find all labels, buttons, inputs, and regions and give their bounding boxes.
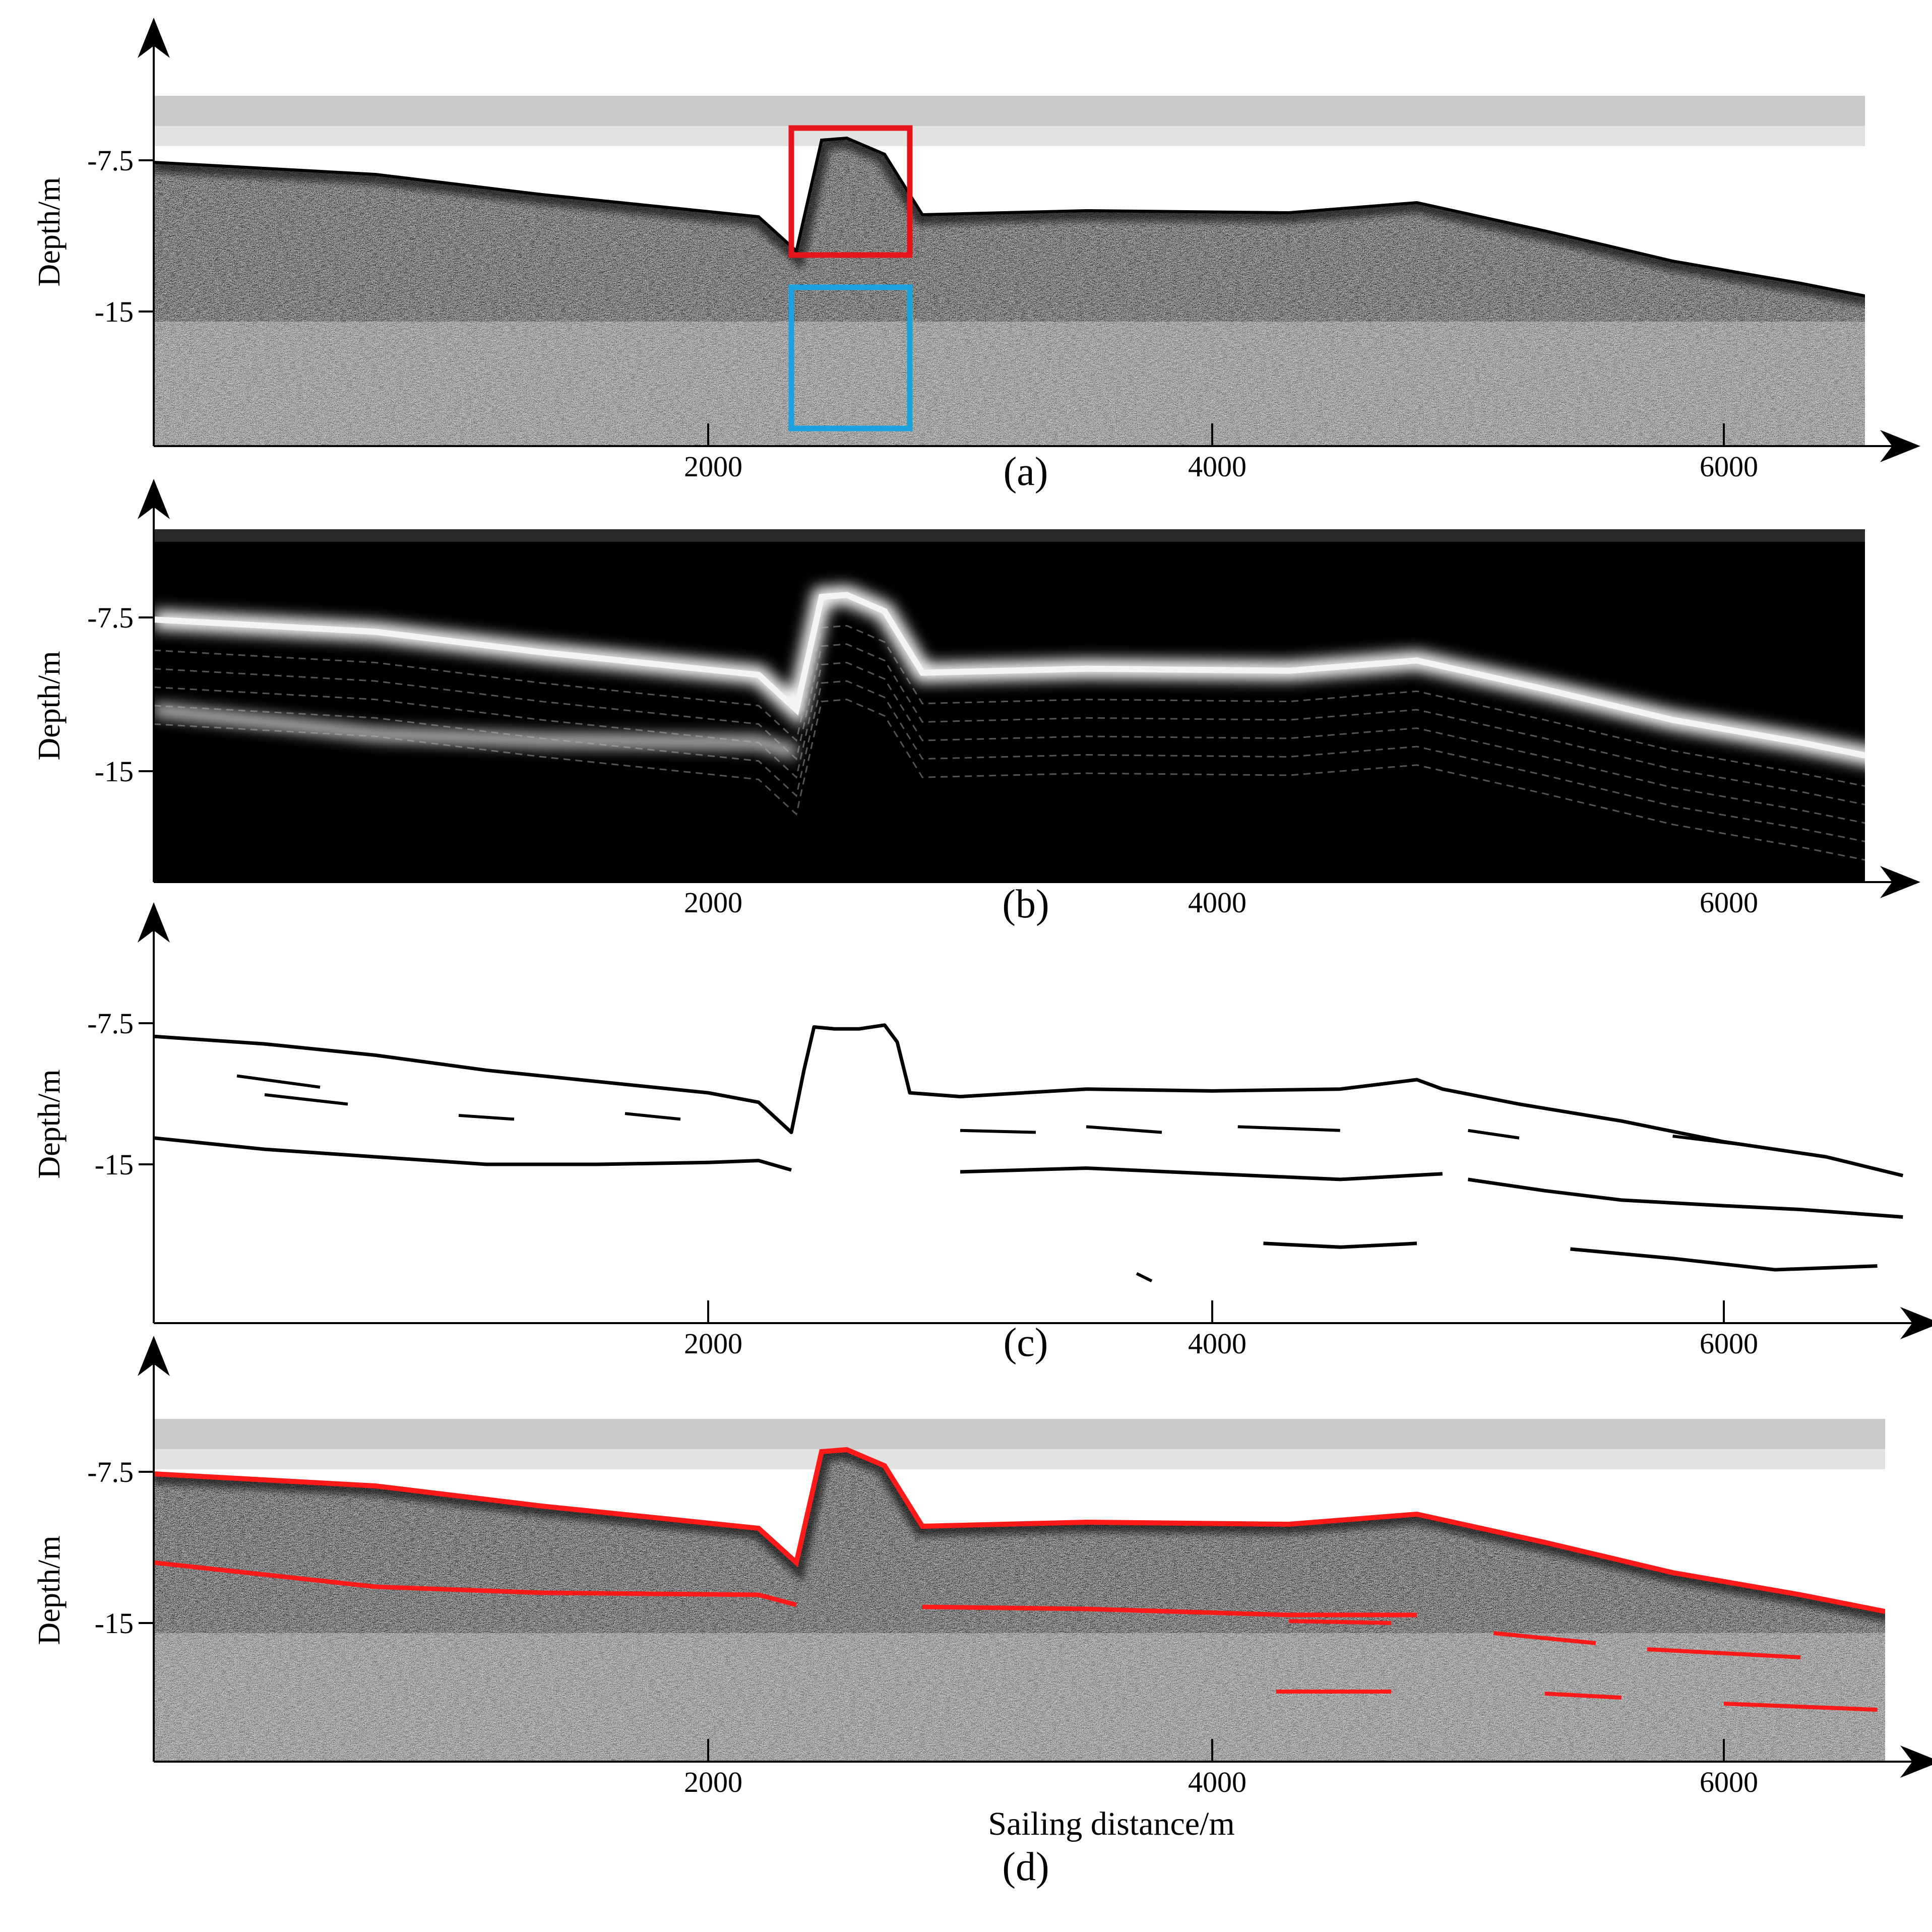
sonar-image [154,96,1865,446]
seabed-line [154,136,1865,298]
x-tick-label: 2000 [684,886,742,919]
annotation-box [788,125,913,258]
horizon-line [1263,1241,1417,1249]
y-axis-label: Depth/m [32,651,67,761]
panel-label: (d) [1002,1845,1049,1889]
x-axis-label: Sailing distance/m [988,1805,1234,1842]
horizon-fragment [264,1093,348,1106]
y-tick-label: -7.5 [87,1007,134,1040]
horizon-fragment [1672,1135,1750,1147]
horizon-fragment [1468,1129,1520,1140]
y-tick-label: -7.5 [87,601,134,634]
extracted-seabed [154,1447,1885,1614]
x-tick-label: 6000 [1700,1766,1758,1798]
layer-streak [154,625,1865,787]
x-tick-label: 4000 [1188,450,1247,483]
y-axis-label: Depth/m [32,1536,67,1645]
horizon-line [153,1023,1904,1177]
horizon-fragment [960,1129,1036,1134]
y-axis-label: Depth/m [32,177,67,287]
extracted-segment [1544,1692,1622,1700]
panel-0: 2000 4000 6000 -7.5 -15 Depth/m (a) [32,18,1920,494]
horizon-line [1570,1247,1878,1272]
x-tick-label: 6000 [1700,1327,1758,1360]
x-tick-label: 4000 [1188,1766,1247,1798]
panel-label: (a) [1004,450,1048,494]
layer-streak [154,661,1865,824]
layer-streak [154,643,1865,805]
reflector-glow [154,703,798,759]
extracted-segment [1289,1619,1392,1625]
sonar-image [154,1419,1885,1762]
panel-1: 2000 4000 6000 -7.5 -15 Depth/m (b) [32,479,1920,926]
x-tick-label: 4000 [1188,886,1247,919]
sonar-image [154,529,1865,882]
x-tick-label: 4000 [1188,1327,1247,1360]
layer-streak [154,699,1865,861]
extracted-reflector [154,1560,797,1607]
y-tick-label: -15 [95,1148,134,1181]
extracted-segment [1493,1631,1596,1645]
horizon-fragment [1086,1125,1162,1134]
horizon-fragment [458,1113,515,1121]
horizon-line [153,1136,792,1172]
extracted-segment [1723,1702,1878,1712]
panel-label: (c) [1004,1321,1048,1365]
y-tick-label: -15 [95,295,134,328]
horizon-fragment [1136,1272,1153,1283]
y-axis-label: Depth/m [32,1070,67,1179]
y-tick-label: -7.5 [87,144,134,177]
panel-3: 2000 4000 6000 -7.5 -15 Depth/m (d) [32,1336,1932,1889]
y-tick-label: -7.5 [87,1456,134,1488]
extracted-segment [1647,1647,1801,1659]
layer-streak [154,680,1865,842]
y-tick-label: -15 [95,1607,134,1640]
panel-2: 2000 4000 6000 -7.5 -15 Depth/m (c) [32,902,1932,1365]
horizon-fragment [1237,1125,1340,1132]
y-tick-label: -15 [95,755,134,788]
x-tick-label: 2000 [684,450,742,483]
panel-label: (b) [1002,882,1049,926]
annotation-box [788,284,913,431]
seabed-line [154,592,1865,759]
horizon-line [1467,1177,1903,1219]
x-tick-label: 2000 [684,1766,742,1798]
x-tick-label: 6000 [1700,886,1758,919]
horizon-fragment [625,1112,681,1121]
x-tick-label: 6000 [1700,450,1758,483]
horizon-fragment [236,1074,321,1089]
horizon-line [960,1166,1443,1181]
x-tick-label: 2000 [684,1327,742,1360]
extracted-reflector [922,1604,1417,1617]
